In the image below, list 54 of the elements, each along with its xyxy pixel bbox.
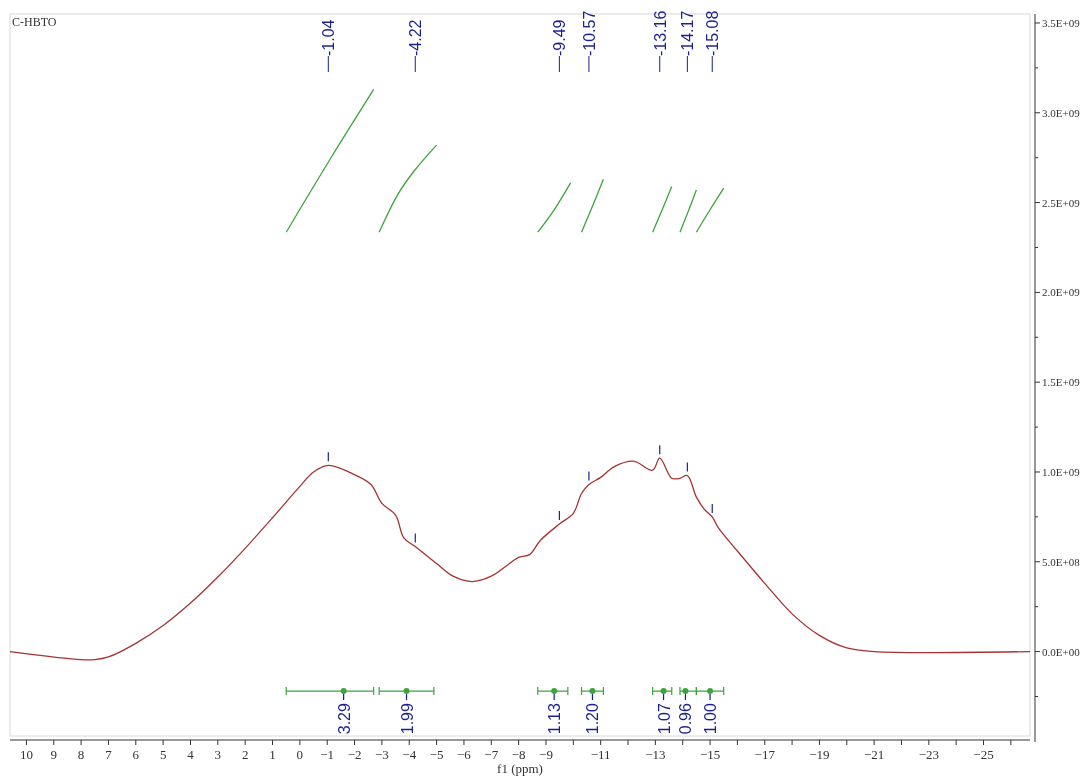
y-tick-label: 3.5E+09: [1042, 16, 1081, 29]
annotation: -4.22: [407, 19, 425, 56]
x-tick-label: −13: [645, 747, 666, 762]
x-tick-label: −7: [484, 747, 499, 762]
annotation: -1.04: [320, 19, 338, 56]
x-tick-label: −3: [374, 747, 389, 762]
x-tick-label: −9: [539, 747, 553, 762]
x-tick-label: 9: [50, 747, 57, 762]
annotation: -13.16: [651, 10, 669, 56]
x-tick-label: 1: [269, 747, 276, 762]
x-tick-label: −21: [863, 747, 885, 762]
annotation: 3.29: [335, 703, 353, 735]
y-tick-label: 0.0E+00: [1042, 645, 1081, 658]
annotation: 1.20: [584, 703, 602, 735]
x-tick-label: −17: [754, 747, 776, 762]
y-tick-label: 1.0E+09: [1042, 465, 1081, 478]
x-tick-label: 0: [296, 747, 304, 762]
x-tick-label: −15: [699, 747, 721, 762]
x-tick-label: 5: [159, 747, 167, 762]
x-tick-label: −2: [347, 747, 362, 762]
x-tick-label: −23: [918, 747, 939, 762]
x-tick-label: 8: [77, 747, 85, 762]
x-tick-label: 2: [241, 747, 249, 762]
x-tick-label: 6: [132, 747, 140, 762]
x-tick-label: −11: [590, 747, 611, 762]
x-tick-label: −25: [973, 747, 994, 762]
x-tick-label: 7: [105, 747, 113, 762]
x-tick-label: −4: [402, 747, 417, 762]
x-tick-label: −6: [457, 747, 472, 762]
x-axis-title: f1 (ppm): [497, 761, 543, 776]
annotation: -14.17: [679, 10, 697, 56]
chart-title: C-HBTO: [12, 15, 57, 29]
annotation: -15.08: [704, 10, 722, 56]
annotation: 0.96: [677, 703, 695, 735]
line-series: [9, 457, 1031, 661]
annotation: -9.49: [551, 19, 569, 56]
y-tick-label: 1.5E+09: [1042, 376, 1081, 389]
x-tick-label: 4: [187, 747, 195, 762]
x-tick-label: −5: [429, 747, 444, 762]
annotation: 1.07: [655, 703, 673, 735]
x-tick-label: 3: [214, 747, 222, 762]
y-tick-label: 2.5E+09: [1042, 196, 1081, 209]
annotation: 1.00: [702, 703, 720, 735]
y-tick-label: 3.0E+09: [1042, 106, 1081, 119]
x-tick-label: −19: [809, 747, 830, 762]
x-tick-label: 10: [19, 747, 33, 762]
y-tick-label: 5.0E+08: [1042, 555, 1081, 568]
line-series: [378, 144, 438, 233]
annotation: 1.99: [398, 703, 416, 735]
annotation: -10.57: [580, 10, 598, 56]
annotation: 1.13: [546, 703, 564, 735]
y-tick-label: 2.0E+09: [1042, 286, 1081, 299]
x-tick-label: −1: [320, 747, 335, 762]
x-tick-label: −8: [511, 747, 526, 762]
